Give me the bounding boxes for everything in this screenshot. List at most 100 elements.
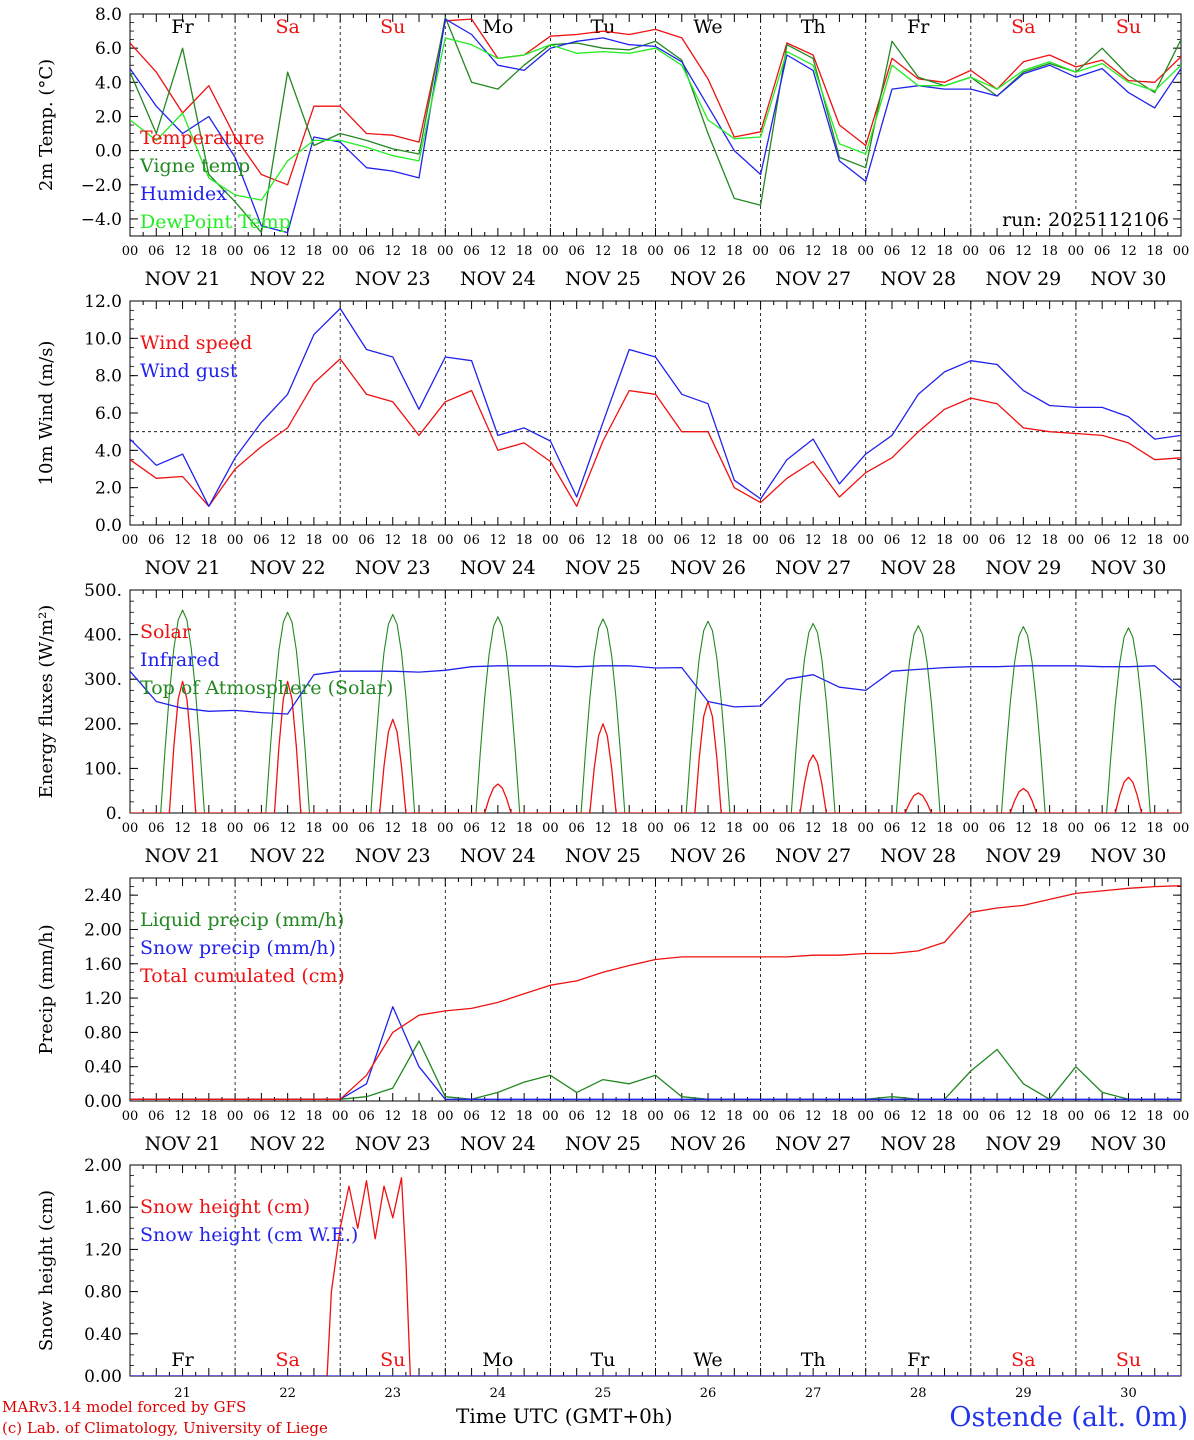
hour-tick-label: 06 [884,1109,901,1124]
hour-tick-label: 00 [647,1109,664,1124]
hour-tick-label: 00 [963,244,980,259]
hour-tick-label: 06 [253,533,270,548]
hour-tick-label: 12 [384,1109,401,1124]
y-axis-label: Precip (mm/h) [36,924,57,1054]
hour-tick-label: 18 [411,821,428,836]
hour-tick-label: 18 [726,244,743,259]
hour-tick-label: 18 [306,244,323,259]
hour-tick-label: 18 [831,533,848,548]
hour-tick-label: 06 [779,821,796,836]
hour-tick-label: 12 [805,244,822,259]
y-tick-label: −4.0 [81,210,122,230]
hour-tick-label: 00 [647,533,664,548]
y-tick-label: 0.00 [84,1092,122,1112]
y-tick-label: 2.0 [95,479,122,499]
legend-entry: Total cumulated (cm) [140,965,345,987]
hour-tick-label: 00 [332,821,349,836]
date-label: NOV 21 [145,557,221,579]
date-label: NOV 26 [670,1133,746,1155]
y-tick-label: 0.40 [84,1058,122,1078]
date-label: NOV 27 [775,268,851,290]
date-label: NOV 23 [355,557,431,579]
meteogram-panels: 8.0 6.0 4.0 2.0 0.0 −2.0 −4.0 2m Temp. (°C) 00 06… [36,5,1189,1401]
hour-tick-label: 00 [963,533,980,548]
lab-credit: (c) Lab. of Climatology, University of L… [2,1419,328,1437]
date-label: NOV 26 [670,268,746,290]
day-number-label: 21 [174,1386,191,1401]
hour-tick-label: 06 [674,821,691,836]
date-label: NOV 30 [1091,557,1167,579]
hour-tick-label: 00 [122,533,139,548]
y-tick-label: 0.00 [84,1367,122,1387]
legend-entry: Snow height (cm) [140,1196,310,1218]
date-label: NOV 29 [985,1133,1061,1155]
hour-tick-label: 12 [490,533,507,548]
hour-tick-label: 06 [148,1109,165,1124]
hour-tick-label: 06 [989,533,1006,548]
hour-tick-label: 18 [201,244,218,259]
hour-tick-label: 00 [542,244,559,259]
y-tick-label: 2.00 [84,920,122,940]
y-tick-label: 8.0 [95,5,122,25]
series-line-temperature [130,18,1181,186]
hour-tick-label: 18 [936,1109,953,1124]
series-line-humidex [130,18,1181,234]
hour-tick-label: 12 [174,244,191,259]
y-tick-label: 12.0 [84,292,122,312]
hour-tick-label: 00 [332,244,349,259]
legend-entry: Snow height (cm W.E.) [140,1224,358,1246]
y-tick-label: 0.80 [84,1023,122,1043]
date-label: NOV 24 [460,1133,536,1155]
panel-precip: 2.40 2.00 1.60 1.20 0.80 0.40 0.00 Precip (mm/h… [36,877,1189,1155]
legend-entry: Temperature [140,127,264,149]
hour-tick-label: 00 [1068,1109,1085,1124]
weekday-label: Su [380,16,405,38]
hour-tick-label: 18 [411,533,428,548]
weekday-label: Su [380,1349,405,1371]
hour-tick-label: 06 [568,533,585,548]
hour-tick-label: 00 [752,821,769,836]
hour-tick-label: 00 [437,821,454,836]
hour-tick-label: 00 [332,533,349,548]
date-label: NOV 23 [355,1133,431,1155]
hour-tick-label: 18 [411,1109,428,1124]
series-line-wind-gust [130,307,1181,507]
hour-tick-label: 06 [253,244,270,259]
series-line-total-cumulated-cm- [130,885,1181,1100]
date-label: NOV 30 [1091,268,1167,290]
y-tick-label: 400. [84,626,122,646]
day-number-label: 30 [1120,1386,1137,1401]
hour-tick-label: 06 [884,533,901,548]
hour-tick-label: 18 [621,821,638,836]
hour-tick-label: 00 [752,244,769,259]
weekday-label: Sa [275,1349,299,1371]
hour-tick-label: 06 [1094,821,1111,836]
weekday-label: Th [801,16,826,38]
y-axis-label: Snow height (cm) [36,1190,57,1351]
date-label: NOV 28 [880,268,956,290]
date-label: NOV 21 [145,268,221,290]
hour-tick-label: 12 [279,533,296,548]
hour-tick-label: 18 [306,821,323,836]
hour-tick-label: 06 [779,533,796,548]
y-tick-label: 1.60 [84,1198,122,1218]
series-line-wind-speed [130,358,1181,507]
panel-wind: 12.0 10.0 8.0 6.0 4.0 2.0 0.0 10m Wind (m/s) 00 0… [36,292,1189,579]
series-group [130,307,1181,507]
hour-tick-label: 06 [568,244,585,259]
hour-tick-label: 06 [989,244,1006,259]
hour-tick-label: 12 [384,244,401,259]
hour-tick-label: 18 [306,1109,323,1124]
hour-tick-label: 00 [122,821,139,836]
hour-tick-label: 18 [831,244,848,259]
date-label: NOV 24 [460,557,536,579]
hour-tick-label: 00 [963,821,980,836]
y-tick-label: 0. [106,804,122,824]
date-label: NOV 27 [775,845,851,867]
hour-tick-label: 06 [253,821,270,836]
hour-tick-label: 18 [726,533,743,548]
hour-tick-label: 18 [621,1109,638,1124]
date-label: NOV 28 [880,845,956,867]
series-group [130,16,1181,234]
